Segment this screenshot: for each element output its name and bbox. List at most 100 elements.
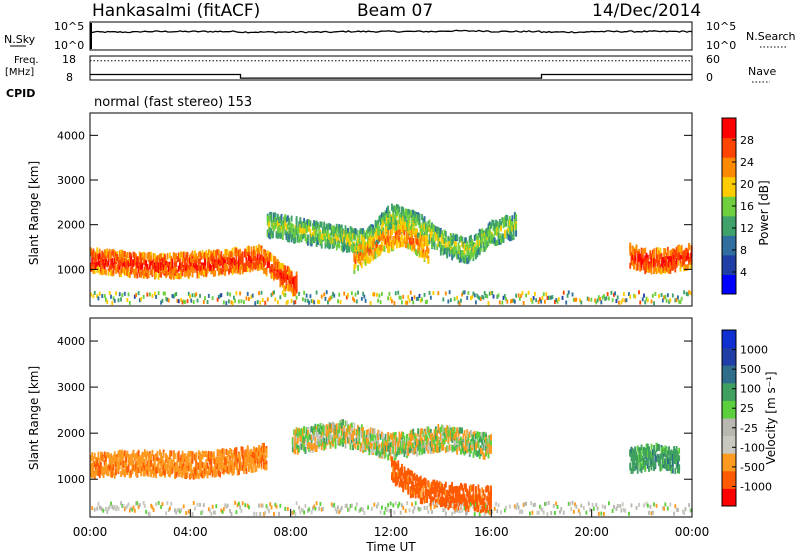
rti-cell — [285, 223, 288, 230]
rti-cell — [424, 240, 427, 247]
rti-cell — [456, 234, 459, 241]
rti-cell — [196, 272, 199, 279]
rti-cell — [105, 460, 107, 466]
rti-cell — [181, 469, 184, 476]
rti-cell — [502, 234, 505, 241]
rti-cell — [212, 510, 215, 515]
rti-cell — [268, 232, 270, 239]
rti-cell — [170, 450, 173, 457]
rti-cell — [337, 240, 339, 247]
rti-cell — [659, 268, 662, 274]
rti-cell — [404, 300, 407, 305]
rti-cell — [293, 300, 296, 305]
rti-cell — [310, 426, 313, 433]
rti-cell — [447, 241, 450, 248]
rti-cell — [199, 293, 201, 298]
rti-cell — [160, 262, 163, 269]
rti-cell — [274, 212, 277, 219]
rti-cell — [345, 420, 348, 427]
rti-cell — [340, 245, 343, 251]
rti-cell — [137, 455, 140, 462]
rti-cell — [271, 219, 274, 226]
rti-cell — [515, 214, 518, 221]
rti-cell — [244, 251, 247, 258]
rti-cell — [210, 512, 213, 516]
rti-cell — [186, 454, 189, 461]
rti-cell — [290, 226, 293, 233]
rti-cell — [381, 448, 383, 455]
rti-cell — [655, 247, 658, 254]
rti-cell — [105, 506, 107, 511]
rti-cell — [685, 254, 688, 261]
rti-cell — [222, 300, 225, 305]
rti-cell — [461, 292, 464, 297]
rti-cell — [226, 503, 229, 508]
rti-cell — [443, 248, 446, 255]
rti-cell — [102, 260, 105, 267]
rti-cell — [270, 212, 273, 218]
rti-cell — [214, 471, 217, 478]
rti-cell — [651, 293, 654, 298]
frequency-panel-frame — [89, 55, 693, 81]
rti-cell — [229, 466, 232, 473]
rti-cell — [307, 508, 309, 513]
rti-cell — [130, 459, 132, 466]
power-colorbar-tick-label: 20 — [740, 178, 754, 191]
rti-cell — [437, 240, 440, 247]
rti-cell — [396, 234, 398, 241]
rti-cell — [260, 503, 263, 508]
rti-cell — [148, 465, 151, 472]
rti-cell — [354, 234, 357, 241]
rti-cell — [407, 215, 410, 222]
rti-cell — [140, 256, 143, 263]
rti-cell — [187, 291, 190, 296]
rti-cell — [388, 236, 391, 243]
rti-cell — [683, 261, 686, 268]
rti-cell — [398, 433, 401, 440]
rti-cell — [295, 435, 298, 442]
rti-cell — [399, 236, 402, 243]
rti-cell — [449, 298, 452, 303]
rti-cell — [97, 501, 100, 506]
rti-cell — [236, 469, 239, 476]
rti-cell — [270, 264, 273, 270]
rti-cell — [407, 441, 410, 448]
rti-cell — [360, 251, 363, 258]
rti-cell — [195, 464, 198, 471]
rti-cell — [683, 265, 686, 272]
rti-cell — [309, 447, 312, 454]
rti-cell — [432, 234, 435, 241]
rti-cell — [378, 429, 381, 436]
rti-cell — [333, 429, 336, 436]
rti-cell — [215, 460, 218, 467]
station-title: Hankasalmi (fitACF) — [92, 1, 260, 21]
rti-cell — [376, 440, 378, 447]
rti-cell — [330, 229, 333, 236]
rti-cell — [446, 249, 449, 256]
rti-cell — [278, 511, 280, 516]
rti-cell — [238, 253, 240, 260]
rti-cell — [355, 502, 358, 507]
rti-cell — [191, 457, 194, 464]
rti-cell — [376, 247, 378, 254]
rti-cell — [399, 440, 402, 447]
rti-cell — [421, 224, 423, 231]
rti-cell — [363, 242, 366, 249]
rti-cell — [330, 423, 333, 430]
rti-cell — [355, 429, 358, 436]
rti-cell — [318, 228, 321, 235]
rti-cell — [165, 296, 168, 301]
rti-cell — [364, 298, 367, 303]
rti-cell — [418, 245, 421, 252]
rti-cell — [312, 506, 314, 511]
rti-cell — [161, 502, 164, 506]
rti-cell — [369, 236, 372, 243]
rti-cell — [136, 262, 139, 269]
rti-cell — [486, 230, 489, 237]
rti-cell — [396, 221, 398, 228]
rti-cell — [120, 297, 122, 302]
rti-cell — [663, 263, 666, 270]
rti-cell — [177, 456, 180, 462]
rti-cell — [152, 253, 155, 260]
rti-cell — [615, 299, 618, 303]
